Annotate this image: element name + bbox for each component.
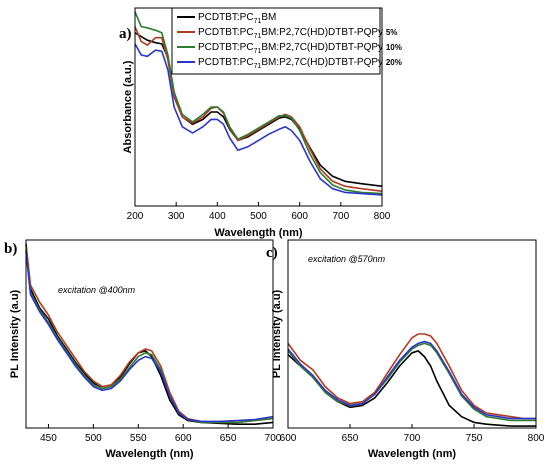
x-tick-label: 450 [40, 433, 57, 444]
legend-entry: PCDTBT:PC71BM:P2,7C(HD)DTBT-PQPy 20% [198, 57, 402, 70]
x-tick-label: 600 [291, 211, 308, 222]
x-tick-label: 700 [332, 211, 349, 222]
x-tick-label: 750 [466, 433, 483, 444]
x-axis-title: Wavelength (nm) [368, 448, 457, 460]
x-tick-label: 550 [130, 433, 147, 444]
x-tick-label: 800 [528, 433, 545, 444]
plot-frame [25, 239, 274, 429]
series-line-4 [287, 340, 536, 420]
x-axis-title: Wavelength (nm) [214, 227, 303, 239]
x-tick-label: 700 [404, 433, 421, 444]
series-line-4 [134, 43, 383, 196]
x-tick-label: 200 [127, 211, 144, 222]
series-line-3 [134, 11, 383, 195]
y-axis-title: PL Intensity (a.u) [9, 289, 21, 378]
series-line-3 [287, 342, 536, 422]
x-tick-label: 650 [220, 433, 237, 444]
x-tick-label: 300 [168, 211, 185, 222]
legend-entry: PCDTBT:PC71BM [198, 12, 276, 25]
chart-panel-2: 450 500 550 600 650 700 Wavelength (nm) PL Inte… [4, 239, 282, 460]
legend-box [171, 7, 381, 75]
x-tick-label: 500 [85, 433, 102, 444]
legend-entry: PCDTBT:PC71BM:P2,7C(HD)DTBT-PQPy 5% [198, 27, 397, 40]
chart-panel-1: 200 300 400 500 600 700 800 Wavelength (nm) Abso… [119, 7, 402, 239]
series-line-3 [25, 249, 274, 424]
series-line-4 [25, 251, 274, 423]
x-tick-label: 600 [175, 433, 192, 444]
panel-label: b) [4, 241, 17, 257]
x-tick-label: 500 [250, 211, 267, 222]
y-axis-title: PL Intensity (a.u) [271, 289, 283, 378]
excitation-note: excitation @400nm [58, 285, 136, 295]
series-line-2 [25, 245, 274, 424]
x-tick-label: 600 [280, 433, 297, 444]
chart-panel-3: 600 650 700 750 800 Wavelength (nm) PL Intensi… [266, 239, 545, 460]
x-tick-label: 800 [374, 211, 391, 222]
plot-frame [287, 239, 537, 429]
series-line-2 [287, 333, 536, 420]
legend-entry: PCDTBT:PC71BM:P2,7C(HD)DTBT-PQPy 10% [198, 42, 402, 55]
panel-label: c) [266, 245, 278, 261]
y-axis-title: Absorbance (a.u.) [122, 60, 134, 153]
panel-label: a) [119, 26, 132, 42]
x-axis-title: Wavelength (nm) [105, 448, 194, 460]
excitation-note: excitation @570nm [308, 254, 386, 264]
x-tick-label: 400 [209, 211, 226, 222]
x-tick-label: 700 [265, 433, 282, 444]
x-tick-label: 650 [342, 433, 359, 444]
legend: PCDTBT:PC71BM PCDTBT:PC71BM:P2,7C(HD)DTBT… [171, 7, 402, 75]
series-line-1 [25, 243, 274, 425]
